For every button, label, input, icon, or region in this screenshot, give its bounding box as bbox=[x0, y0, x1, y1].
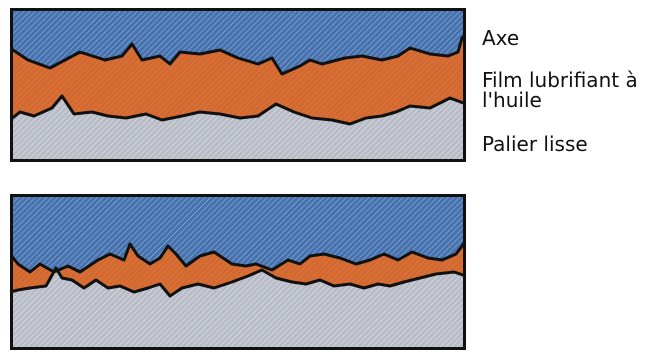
top-panel bbox=[10, 8, 466, 162]
top-panel-svg bbox=[10, 8, 466, 162]
film-region bbox=[10, 34, 466, 124]
axe-edge bbox=[10, 32, 466, 76]
axe-region-bottom bbox=[10, 194, 466, 272]
film-region-bottom bbox=[10, 240, 466, 296]
label-palier: Palier lisse bbox=[482, 132, 588, 156]
bottom-panel bbox=[10, 194, 466, 350]
axe-region bbox=[10, 8, 466, 74]
axe-edge-bottom bbox=[10, 239, 466, 274]
top-panel-frame bbox=[10, 8, 466, 162]
palier-edge-bottom bbox=[10, 266, 466, 298]
bottom-panel-svg bbox=[10, 194, 466, 350]
bottom-panel-frame bbox=[10, 194, 466, 350]
palier-edge bbox=[10, 94, 466, 126]
label-film: Film lubrifiant à l'huile bbox=[482, 68, 638, 112]
label-axe: Axe bbox=[482, 26, 520, 50]
